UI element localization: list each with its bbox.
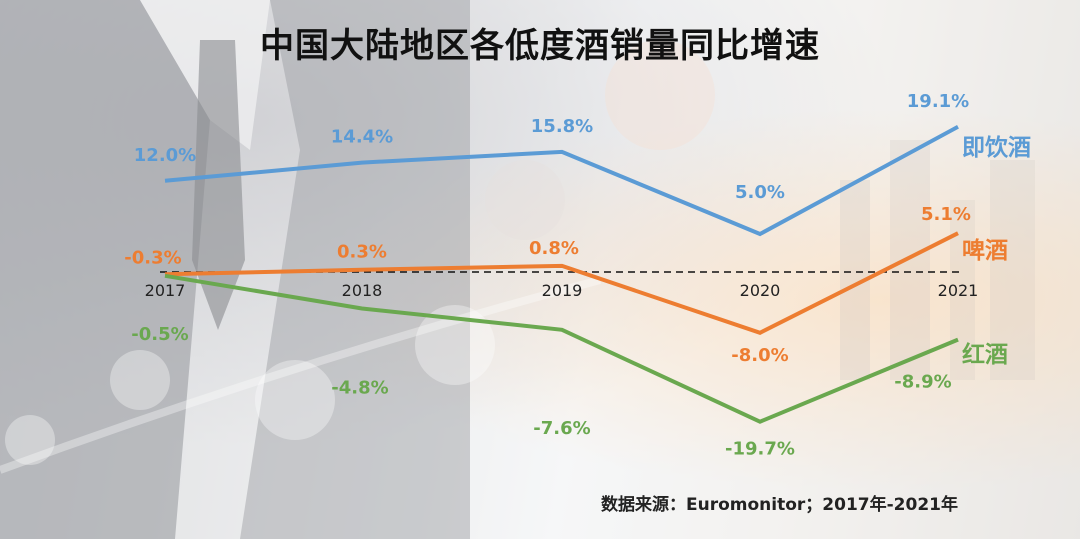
data-label: -8.9% xyxy=(894,372,951,393)
series-line-1 xyxy=(164,125,959,237)
data-label: 19.1% xyxy=(907,91,969,112)
series-name-label: 红酒 xyxy=(962,341,1008,368)
data-label: 14.4% xyxy=(331,127,393,148)
data-label: -7.6% xyxy=(533,418,590,439)
series-line-3 xyxy=(164,273,959,424)
data-label: -19.7% xyxy=(725,439,795,460)
x-tick-label: 2020 xyxy=(740,281,781,300)
data-label: -0.5% xyxy=(131,324,188,345)
data-label: 5.1% xyxy=(921,204,971,225)
series-name-label: 啤酒 xyxy=(962,237,1008,264)
x-tick-label: 2018 xyxy=(342,281,383,300)
data-label: -0.3% xyxy=(124,247,181,268)
data-label: 5.0% xyxy=(735,182,785,203)
series-name-label: 即饮酒 xyxy=(962,134,1031,161)
data-label: 12.0% xyxy=(134,145,196,166)
source-note: 数据来源：Euromonitor；2017年-2021年 xyxy=(601,495,958,515)
data-label: 0.8% xyxy=(529,238,579,259)
x-tick-label: 2021 xyxy=(938,281,979,300)
x-tick-label: 2017 xyxy=(145,281,186,300)
data-label: 15.8% xyxy=(531,116,593,137)
x-tick-label: 2019 xyxy=(542,281,583,300)
data-label: -8.0% xyxy=(731,345,788,366)
series-line-2 xyxy=(164,231,959,335)
chart-title: 中国大陆地区各低度酒销量同比增速 xyxy=(260,26,820,66)
data-label: -4.8% xyxy=(331,377,388,398)
data-label: 0.3% xyxy=(337,242,387,263)
